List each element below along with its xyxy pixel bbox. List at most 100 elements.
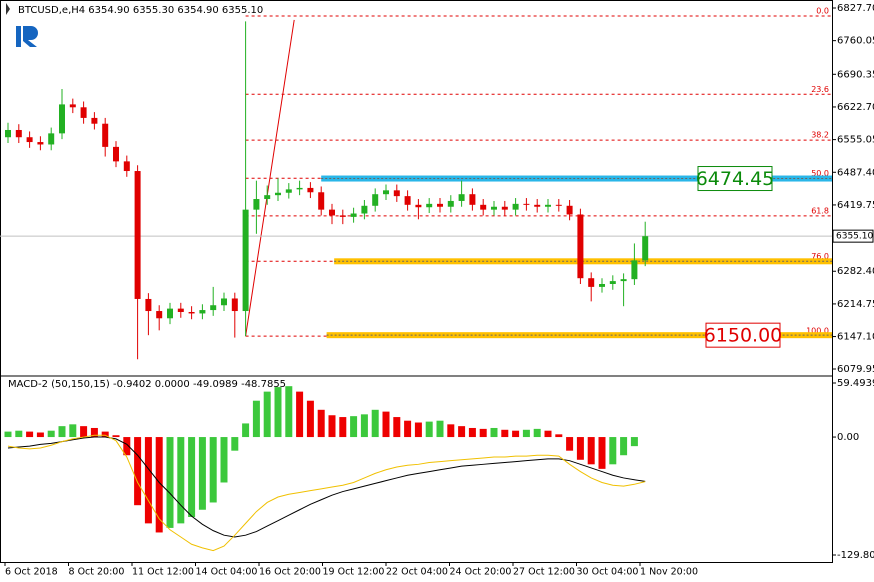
macd-bar — [328, 415, 336, 438]
macd-bar — [69, 424, 77, 438]
macd-bar — [144, 437, 152, 524]
candle-body — [437, 203, 443, 207]
candle-body — [123, 161, 130, 172]
candle-body — [620, 279, 627, 282]
macd-bar — [404, 420, 412, 438]
macd-bar — [533, 428, 541, 438]
candle-body — [242, 209, 249, 312]
macd-bar — [436, 420, 444, 438]
macd-bar — [231, 437, 239, 451]
y-tick-label: 6282.40 — [837, 266, 874, 277]
candle-body — [253, 199, 260, 210]
macd-bar — [177, 437, 185, 524]
macd-bar — [555, 434, 563, 438]
macd-bar — [26, 431, 34, 438]
candle-body — [167, 308, 173, 319]
macd-bar — [306, 400, 314, 438]
candle-body — [339, 215, 346, 217]
candle-body — [177, 308, 184, 312]
candle-body — [48, 133, 55, 145]
macd-bar — [90, 427, 98, 438]
macd-bar — [425, 421, 433, 438]
y-tick-label: 6555.05 — [837, 135, 874, 146]
macd-bar — [317, 409, 325, 438]
fib-label: 50.0 — [811, 169, 829, 178]
candle-body — [329, 209, 335, 216]
current-price-box — [832, 229, 874, 243]
macd-bar — [522, 429, 530, 438]
candle-body — [523, 203, 530, 205]
fib-label: 61.8 — [811, 206, 829, 215]
macd-bar — [134, 437, 142, 506]
macd-bar — [155, 437, 163, 533]
candle-body — [91, 117, 98, 124]
macd-bar — [620, 437, 628, 456]
macd-bar — [101, 431, 109, 438]
level-label-box — [697, 166, 773, 192]
candle-body — [642, 236, 649, 261]
x-tick-label: 27 Oct 12:00 — [513, 567, 575, 578]
macd-bar — [501, 429, 509, 438]
candle-body — [134, 171, 141, 299]
macd-line — [7, 434, 646, 552]
fib-label: 76.0 — [811, 252, 829, 261]
macd-bar — [220, 437, 228, 483]
candle-body — [5, 129, 11, 138]
macd-bar — [479, 428, 487, 438]
x-tick-label: 6 Oct 2018 — [5, 567, 58, 578]
macd-bar — [576, 437, 584, 460]
macd-bar — [47, 430, 55, 438]
frame — [0, 0, 833, 563]
candle-body — [275, 192, 281, 196]
candle-body — [199, 310, 206, 314]
macd-bar — [209, 437, 217, 503]
x-tick-label: 19 Oct 12:00 — [323, 567, 385, 578]
candle-body — [415, 204, 422, 208]
candle-body — [393, 190, 400, 197]
macd-bar — [544, 430, 552, 438]
x-tick-label: 11 Oct 12:00 — [132, 567, 194, 578]
current-price-label: 6355.10 — [836, 232, 873, 242]
candle-body — [383, 190, 389, 195]
y-tick-label: 6827.70 — [837, 3, 874, 14]
x-tick-label: 30 Oct 04:00 — [577, 567, 639, 578]
macd-bar — [15, 430, 23, 438]
macd-bar — [252, 400, 260, 438]
candle-body — [534, 204, 541, 207]
macd-bar — [566, 437, 574, 451]
macd-bar — [490, 427, 498, 438]
candle-body — [37, 142, 44, 145]
macd-bar — [414, 422, 422, 438]
candle-body — [156, 311, 163, 319]
macd-bar — [468, 427, 476, 438]
candle-body — [577, 214, 584, 279]
fib-label: 100.0 — [806, 327, 829, 336]
candle-body — [631, 260, 638, 280]
y-tick-label: 0.00 — [837, 432, 859, 443]
macd-bar — [339, 417, 347, 438]
fib-label: 23.6 — [811, 85, 829, 94]
macd-bar — [458, 426, 466, 438]
candle-body — [80, 107, 87, 118]
macd-bar — [512, 430, 520, 438]
macd-bar — [285, 386, 293, 438]
macd-bar — [188, 437, 196, 518]
symbol-header: BTCUSD,e,H4 6354.90 6355.30 6354.90 6355… — [18, 5, 263, 16]
macd-bar — [371, 409, 379, 438]
y-tick-label: 6419.75 — [837, 200, 874, 211]
level-label: 6150.00 — [704, 325, 783, 347]
candle-body — [102, 123, 109, 147]
candle-body — [69, 104, 76, 108]
candle-body — [210, 305, 217, 311]
y-tick-label: 6079.95 — [837, 364, 874, 375]
macd-bar — [4, 431, 12, 438]
y-tick-label: 59.4939 — [837, 378, 874, 389]
candle-body — [221, 298, 227, 306]
candle-body — [469, 194, 476, 205]
x-tick-label: 16 Oct 20:00 — [259, 567, 321, 578]
candle-body — [59, 104, 65, 134]
y-tick-label: 6760.05 — [837, 36, 874, 47]
candle-body — [361, 205, 368, 214]
candle-body — [599, 283, 605, 287]
